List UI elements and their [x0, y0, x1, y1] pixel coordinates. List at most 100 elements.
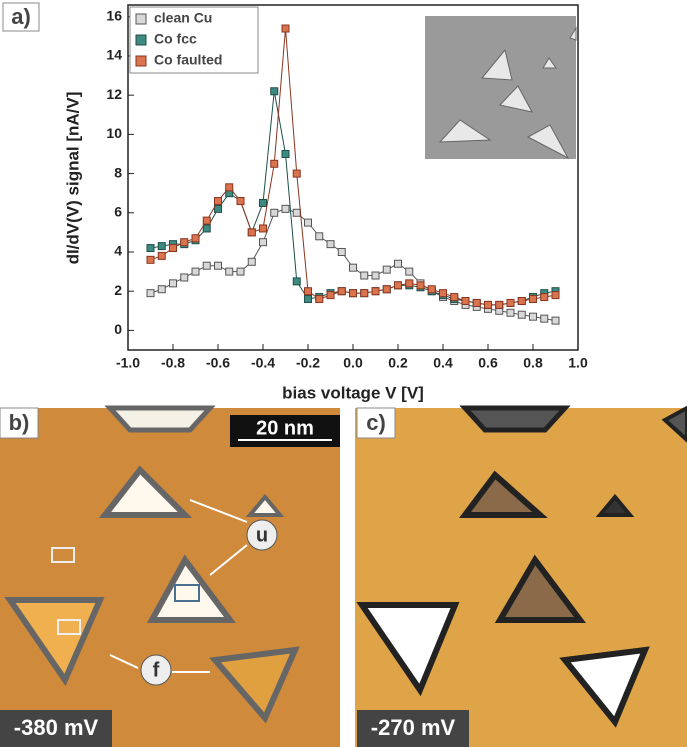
data-point: [338, 248, 345, 255]
data-point: [147, 245, 154, 252]
data-point: [417, 282, 424, 289]
legend-marker: [136, 56, 146, 66]
data-point: [282, 25, 289, 32]
data-point: [305, 219, 312, 226]
panel-label: c): [366, 410, 386, 435]
data-point: [215, 198, 222, 205]
data-point: [350, 290, 357, 297]
data-point: [541, 315, 548, 322]
legend-label: Co faulted: [154, 52, 222, 68]
data-point: [552, 317, 559, 324]
data-point: [260, 239, 267, 246]
data-point: [327, 241, 334, 248]
data-point: [428, 286, 435, 293]
y-tick-label: 6: [114, 203, 122, 219]
data-point: [316, 296, 323, 303]
data-point: [260, 225, 267, 232]
data-point: [147, 290, 154, 297]
data-point: [181, 274, 188, 281]
y-tick-label: 0: [114, 321, 122, 337]
x-tick-label: 0.8: [523, 355, 543, 371]
y-tick-label: 12: [106, 86, 122, 102]
figure: a) bias voltage V [V] dI/dV(V) signal [n…: [0, 0, 687, 747]
x-tick-label: 0.6: [478, 355, 498, 371]
data-point: [158, 252, 165, 259]
y-tick-label: 2: [114, 282, 122, 298]
data-point: [496, 301, 503, 308]
panel-label: b): [9, 410, 30, 435]
x-tick-label: -0.4: [251, 355, 275, 371]
data-point: [271, 88, 278, 95]
data-point: [406, 268, 413, 275]
data-point: [226, 268, 233, 275]
scale-bar-label: 20 nm: [256, 417, 314, 439]
data-point: [147, 256, 154, 263]
data-point: [395, 282, 402, 289]
data-point: [305, 288, 312, 295]
stm-image-b: [0, 408, 340, 747]
data-point: [316, 233, 323, 240]
data-point: [395, 260, 402, 267]
data-point: [248, 229, 255, 236]
x-tick-label: -0.2: [296, 355, 320, 371]
data-point: [451, 294, 458, 301]
data-point: [406, 280, 413, 287]
data-point: [338, 288, 345, 295]
data-point: [282, 150, 289, 157]
y-axis-label: dI/dV(V) signal [nA/V]: [63, 92, 82, 265]
data-point: [485, 301, 492, 308]
data-point: [158, 286, 165, 293]
bias-label: -270 mV: [371, 715, 456, 740]
data-point: [440, 290, 447, 297]
data-point: [215, 262, 222, 269]
data-point: [361, 290, 368, 297]
data-point: [260, 199, 267, 206]
stm-image-c: [355, 408, 687, 747]
data-point: [305, 296, 312, 303]
x-tick-label: 0.2: [388, 355, 408, 371]
panel-label: a): [11, 4, 31, 29]
bias-label: -380 mV: [14, 715, 99, 740]
data-point: [530, 313, 537, 320]
data-point: [203, 262, 210, 269]
data-point: [237, 268, 244, 275]
data-point: [181, 239, 188, 246]
data-point: [271, 160, 278, 167]
data-point: [383, 266, 390, 273]
y-tick-label: 14: [106, 47, 122, 63]
data-point: [383, 286, 390, 293]
data-point: [507, 309, 514, 316]
x-axis-label: bias voltage V [V]: [282, 383, 424, 402]
x-tick-label: -1.0: [116, 355, 140, 371]
data-point: [203, 217, 210, 224]
x-tick-label: 1.0: [568, 355, 588, 371]
data-point: [473, 299, 480, 306]
data-point: [293, 170, 300, 177]
x-tick-label: -0.6: [206, 355, 230, 371]
data-point: [226, 184, 233, 191]
data-point: [541, 294, 548, 301]
legend-marker: [136, 14, 146, 24]
data-point: [530, 296, 537, 303]
data-point: [552, 292, 559, 299]
legend-marker: [136, 35, 146, 45]
data-point: [372, 288, 379, 295]
data-point: [248, 258, 255, 265]
data-point: [462, 297, 469, 304]
data-point: [203, 225, 210, 232]
data-point: [170, 280, 177, 287]
x-tick-label: 0.0: [343, 355, 363, 371]
x-tick-label: -0.8: [161, 355, 185, 371]
data-point: [350, 264, 357, 271]
data-point: [518, 297, 525, 304]
data-point: [237, 198, 244, 205]
data-point: [192, 235, 199, 242]
data-point: [215, 205, 222, 212]
legend-label: clean Cu: [154, 10, 212, 26]
inset-image: [425, 16, 576, 159]
data-point: [282, 205, 289, 212]
data-point: [293, 278, 300, 285]
data-point: [293, 209, 300, 216]
y-tick-label: 16: [106, 7, 122, 23]
annotation: f: [153, 659, 160, 681]
